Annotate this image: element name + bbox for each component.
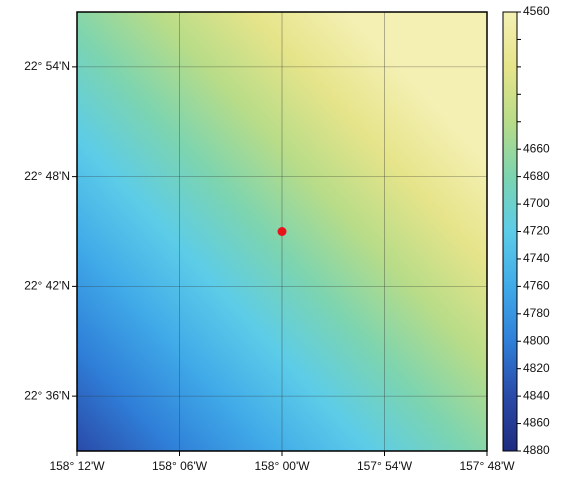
colorbar-label: 4840 (523, 388, 550, 402)
colorbar-label: 4760 (523, 279, 550, 293)
y-tick-label: 22° 48'N (24, 169, 70, 183)
colorbar (503, 12, 517, 451)
colorbar-label: 4800 (523, 333, 550, 347)
y-tick-label: 22° 54'N (24, 59, 70, 73)
y-tick-label: 22° 36'N (24, 388, 70, 402)
colorbar-label: 4880 (523, 443, 550, 457)
x-tick-label: 158° 06'W (152, 459, 208, 473)
colorbar-label: 4740 (523, 251, 550, 265)
colorbar-label: 4680 (523, 169, 550, 183)
colorbar-label: 4780 (523, 306, 550, 320)
x-tick-label: 157° 48'W (459, 459, 515, 473)
site-marker (277, 227, 287, 236)
colorbar-label: 4820 (523, 361, 550, 375)
colorbar-label: 4700 (523, 196, 550, 210)
colorbar-label: 4660 (523, 141, 550, 155)
colorbar-label: 4860 (523, 416, 550, 430)
x-tick-label: 158° 12'W (49, 459, 105, 473)
x-tick-label: 157° 54'W (357, 459, 413, 473)
y-tick-label: 22° 42'N (24, 279, 70, 293)
colorbar-label: 4560 (523, 4, 550, 18)
map-frame (76, 11, 488, 452)
x-tick-label: 158° 00'W (254, 459, 310, 473)
colorbar-frame (502, 11, 518, 452)
colorbar-label: 4720 (523, 224, 550, 238)
